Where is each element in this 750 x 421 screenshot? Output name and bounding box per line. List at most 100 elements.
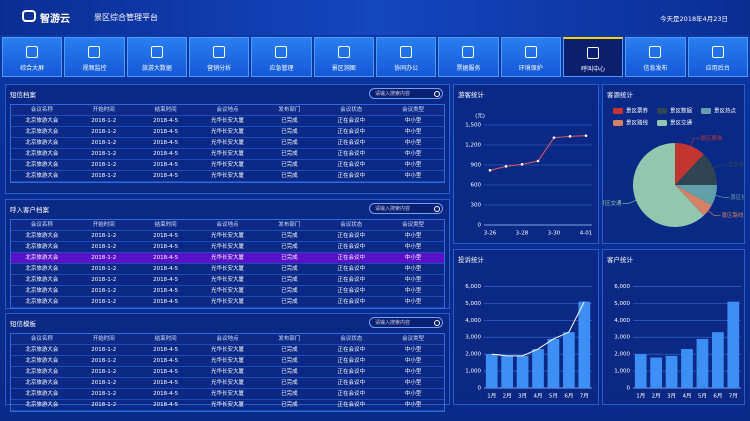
x-tick-label: 3月 bbox=[667, 393, 676, 400]
table-row: 北京旅游大会 2018-1-2 2018-4-5 光华长安大厦 已完成 正在会议中 中小型 bbox=[11, 275, 444, 286]
cell: 2018-4-5 bbox=[153, 358, 179, 364]
cell: 已完成 bbox=[281, 402, 298, 408]
column-header: 会议名称 bbox=[30, 107, 53, 113]
cell: 中小型 bbox=[404, 391, 422, 397]
nav-item[interactable]: 景区测图 bbox=[313, 37, 374, 77]
cell: 2018-1-2 bbox=[91, 140, 117, 146]
cell: 光华长安大厦 bbox=[211, 391, 245, 397]
column-header: 开始时间 bbox=[92, 336, 115, 342]
cell: 中小型 bbox=[404, 402, 422, 408]
nav-item[interactable]: 视频监控 bbox=[64, 37, 125, 77]
cell: 2018-1-2 bbox=[91, 299, 117, 305]
bar bbox=[711, 332, 724, 388]
nav-item[interactable]: 应急管理 bbox=[251, 37, 312, 77]
nav-item[interactable]: 呼叫中心 bbox=[562, 37, 624, 77]
bar bbox=[634, 354, 647, 388]
pie-slice bbox=[675, 143, 704, 185]
cell: 正在会议中 bbox=[337, 151, 365, 157]
cell: 已完成 bbox=[281, 255, 298, 261]
table-row: 北京旅游大会 2018-1-2 2018-4-5 光华长安大厦 已完成 正在会议中 中小型 bbox=[11, 149, 444, 160]
slice-label: 景区热点 bbox=[730, 193, 744, 201]
search-box[interactable]: 请输入搜索内容 bbox=[369, 317, 443, 328]
label-line bbox=[713, 164, 727, 169]
bar bbox=[681, 349, 693, 388]
nav-item[interactable]: 综合大屏 bbox=[2, 37, 63, 77]
cell: 2018-4-5 bbox=[153, 288, 179, 294]
cell: 2018-4-5 bbox=[153, 255, 179, 261]
chart-panel: 客户统计 0 1,000 2,000 3,000 4,000 5,000 6,000 1月 2月 3… bbox=[602, 249, 745, 405]
table-header: 会议名称 开始时间 结束时间 会议地点 发布部门 会议状态 会议类型 bbox=[11, 334, 444, 345]
cell: 2018-1-2 bbox=[91, 255, 117, 261]
cell: 已完成 bbox=[281, 369, 298, 375]
cell: 中小型 bbox=[404, 151, 422, 157]
y-tick-label: 5,000 bbox=[614, 301, 630, 307]
cell: 已完成 bbox=[281, 358, 298, 364]
nav-item[interactable]: 营销分析 bbox=[188, 37, 250, 77]
cell: 正在会议中 bbox=[337, 140, 365, 146]
cell: 光华长安大厦 bbox=[211, 347, 245, 353]
chart-title: 客户统计 bbox=[607, 256, 633, 264]
nav-icon bbox=[711, 46, 724, 58]
column-header: 会议地点 bbox=[216, 222, 239, 228]
cell: 北京旅游大会 bbox=[25, 347, 59, 353]
search-box[interactable]: 请输入搜索内容 bbox=[369, 88, 443, 99]
point bbox=[488, 169, 492, 172]
cell: 已完成 bbox=[281, 244, 298, 250]
legend-swatch bbox=[613, 120, 623, 126]
nav-item[interactable]: 信息发布 bbox=[625, 37, 686, 77]
chart-panel: 客源统计景区票券景区数据景区热点景区路线景区交通景区票券景区数据景区热点景区路线… bbox=[602, 84, 745, 244]
table-header: 会议名称 开始时间 结束时间 会议地点 发布部门 会议状态 会议类型 bbox=[11, 105, 444, 116]
y-tick-label: 0 bbox=[478, 386, 482, 392]
cell: 正在会议中 bbox=[337, 299, 365, 305]
cell: 已完成 bbox=[281, 118, 298, 124]
x-tick-label: 7月 bbox=[580, 393, 589, 400]
header: 智游云 景区综合管理平台 今天是2018年4月23日 bbox=[0, 0, 750, 35]
cell: 已完成 bbox=[281, 266, 298, 272]
nav-item[interactable]: 应用后台 bbox=[687, 37, 748, 77]
nav-item[interactable]: 旅游大数据 bbox=[126, 37, 187, 77]
cell: 正在会议中 bbox=[337, 347, 365, 353]
cell: 光华长安大厦 bbox=[211, 255, 245, 261]
cell: 2018-4-5 bbox=[153, 391, 179, 397]
table: 会议名称 开始时间 结束时间 会议地点 发布部门 会议状态 会议类型 北京旅游大会 2018-1… bbox=[10, 219, 445, 309]
cell: 北京旅游大会 bbox=[25, 255, 59, 261]
nav-item[interactable]: 票据服务 bbox=[438, 37, 499, 77]
cell: 2018-4-5 bbox=[153, 266, 179, 272]
column-header: 结束时间 bbox=[154, 336, 177, 342]
bar bbox=[727, 301, 740, 388]
bar bbox=[516, 355, 529, 388]
y-label: (元) bbox=[475, 113, 485, 120]
nav-icon bbox=[213, 46, 226, 58]
cell: 北京旅游大会 bbox=[25, 118, 59, 124]
table-row: 北京旅游大会 2018-1-2 2018-4-5 光华长安大厦 已完成 正在会议中 中小型 bbox=[11, 378, 444, 389]
point bbox=[504, 165, 508, 168]
cell: 中小型 bbox=[404, 266, 422, 272]
column-header: 会议状态 bbox=[340, 107, 363, 113]
label-line bbox=[715, 195, 730, 198]
column-header: 会议状态 bbox=[340, 336, 363, 342]
cell: 光华长安大厦 bbox=[211, 140, 245, 146]
cell: 北京旅游大会 bbox=[25, 358, 59, 364]
search-box[interactable]: 请输入搜索内容 bbox=[369, 203, 443, 214]
cell: 正在会议中 bbox=[337, 391, 365, 397]
bar bbox=[650, 357, 663, 388]
cell: 已完成 bbox=[281, 347, 298, 353]
cell: 2018-4-5 bbox=[153, 118, 179, 124]
cell: 光华长安大厦 bbox=[211, 369, 245, 375]
table-panel: 短信模板 请输入搜索内容 会议名称 开始时间 结束时间 会议地点 发布部门 会议状态 会议类型北… bbox=[5, 313, 450, 412]
search-icon bbox=[434, 319, 440, 326]
nav-icon bbox=[337, 46, 350, 58]
legend-swatch bbox=[701, 108, 711, 114]
column-header: 会议地点 bbox=[216, 107, 239, 113]
nav-item[interactable]: 协同办公 bbox=[375, 37, 437, 77]
nav-item[interactable]: 环境保护 bbox=[500, 37, 561, 77]
cell: 2018-1-2 bbox=[91, 233, 117, 239]
chart-panel: 投诉统计 0 1,000 2,000 3,000 4,000 5,000 6,000 1月 2月 3… bbox=[453, 249, 599, 405]
y-tick-label: 1,000 bbox=[614, 369, 630, 375]
cell: 2018-1-2 bbox=[91, 266, 117, 272]
table: 会议名称 开始时间 结束时间 会议地点 发布部门 会议状态 会议类型 北京旅游大会 2018-1… bbox=[10, 333, 445, 412]
column-header: 会议类型 bbox=[402, 222, 425, 228]
cell: 光华长安大厦 bbox=[211, 288, 245, 294]
cell: 北京旅游大会 bbox=[25, 233, 59, 239]
